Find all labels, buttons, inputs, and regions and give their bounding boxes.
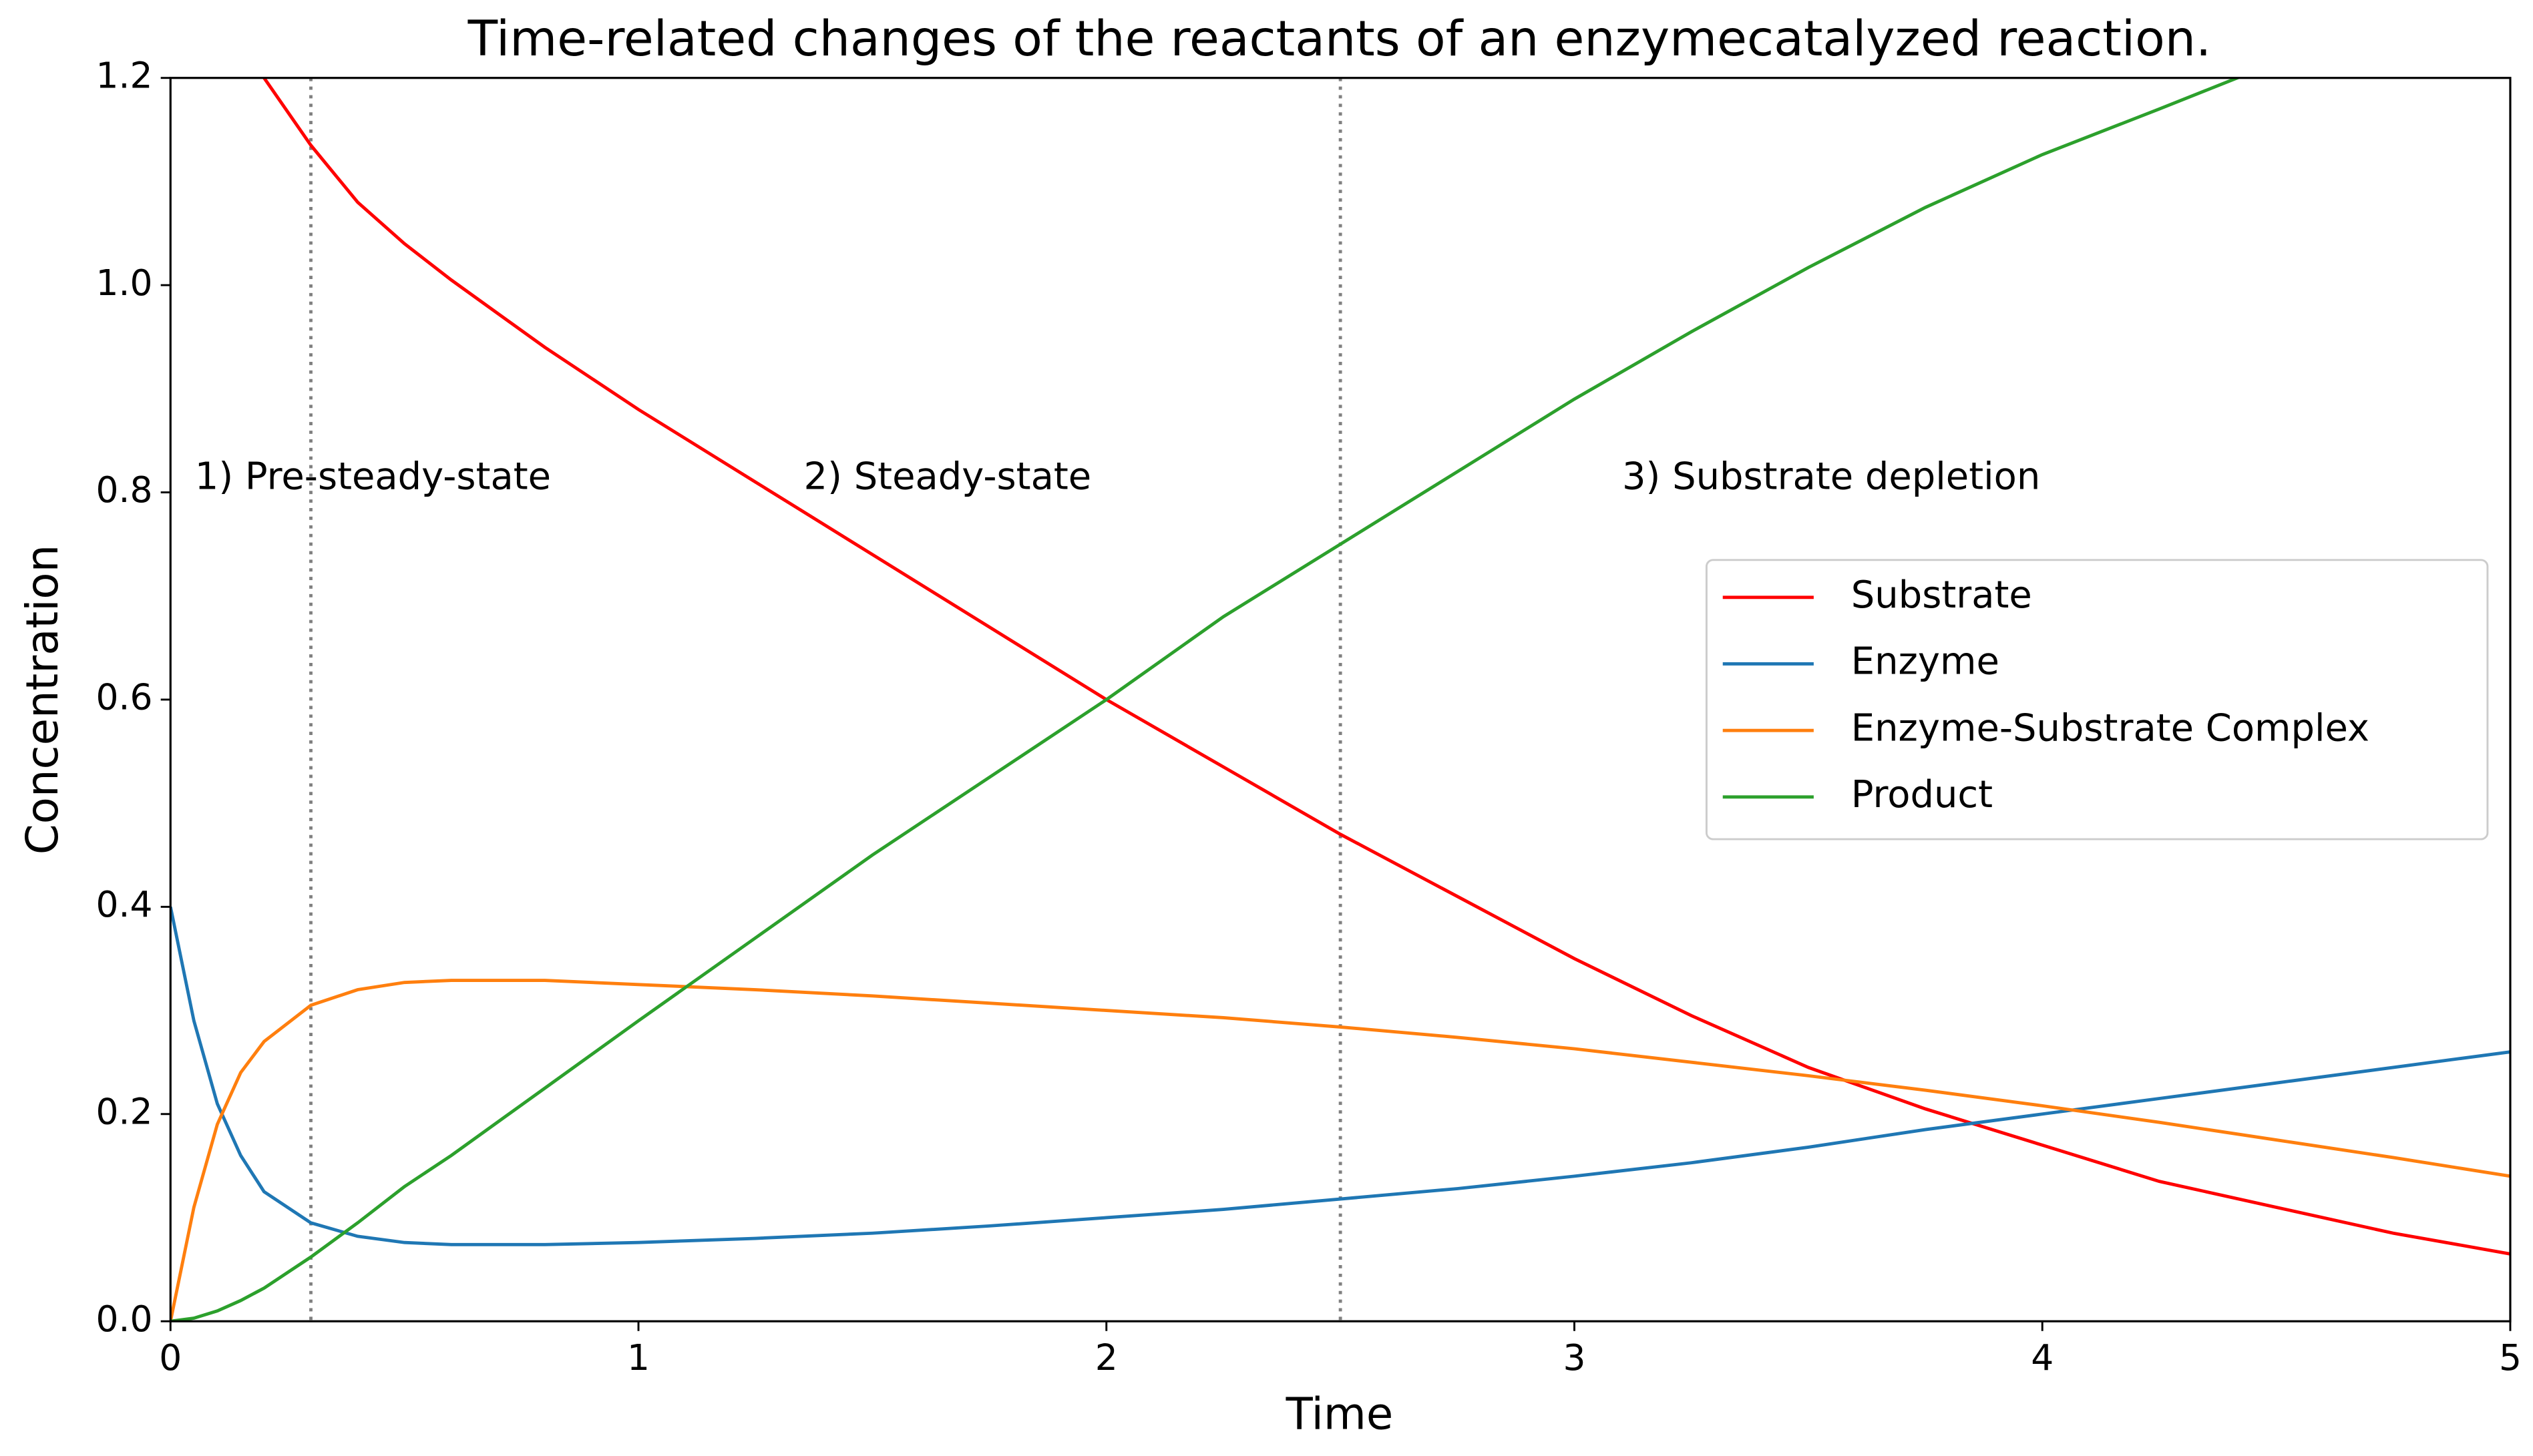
legend-box xyxy=(1705,559,2489,840)
x-tick-label: 1 xyxy=(627,1337,650,1379)
y-tick-label: 1.2 xyxy=(95,54,152,96)
x-tick-label: 5 xyxy=(2499,1337,2522,1379)
legend-label: Enzyme xyxy=(1851,640,1999,684)
x-tick-label: 3 xyxy=(1563,1337,1585,1379)
phase-annotation: 2) Steady-state xyxy=(804,455,1092,498)
y-axis-label: Concentration xyxy=(17,545,68,855)
y-tick-label: 0.0 xyxy=(95,1298,152,1340)
series-line xyxy=(262,77,2510,1256)
series-line xyxy=(170,77,2242,1322)
x-tick-label: 4 xyxy=(2031,1337,2054,1379)
x-tick-label: 2 xyxy=(1095,1337,1118,1379)
y-tick-label: 1.0 xyxy=(95,262,152,304)
y-tick-label: 0.2 xyxy=(95,1090,152,1132)
chart-title: Time-related changes of the reactants of… xyxy=(467,11,2212,67)
y-tick-label: 0.4 xyxy=(95,883,152,925)
x-tick-label: 0 xyxy=(159,1337,182,1379)
series-line xyxy=(170,906,2510,1246)
phase-annotation: 1) Pre-steady-state xyxy=(195,455,551,498)
series-line xyxy=(170,979,2510,1322)
plot-area xyxy=(170,77,2510,1322)
y-tick-label: 0.6 xyxy=(95,676,152,718)
x-axis-label: Time xyxy=(1286,1389,1394,1440)
legend-label: Product xyxy=(1851,773,1993,816)
legend-label: Substrate xyxy=(1851,573,2032,617)
phase-annotation: 3) Substrate depletion xyxy=(1622,455,2040,498)
y-tick-label: 0.8 xyxy=(95,469,152,511)
legend-label: Enzyme-Substrate Complex xyxy=(1851,706,2369,750)
